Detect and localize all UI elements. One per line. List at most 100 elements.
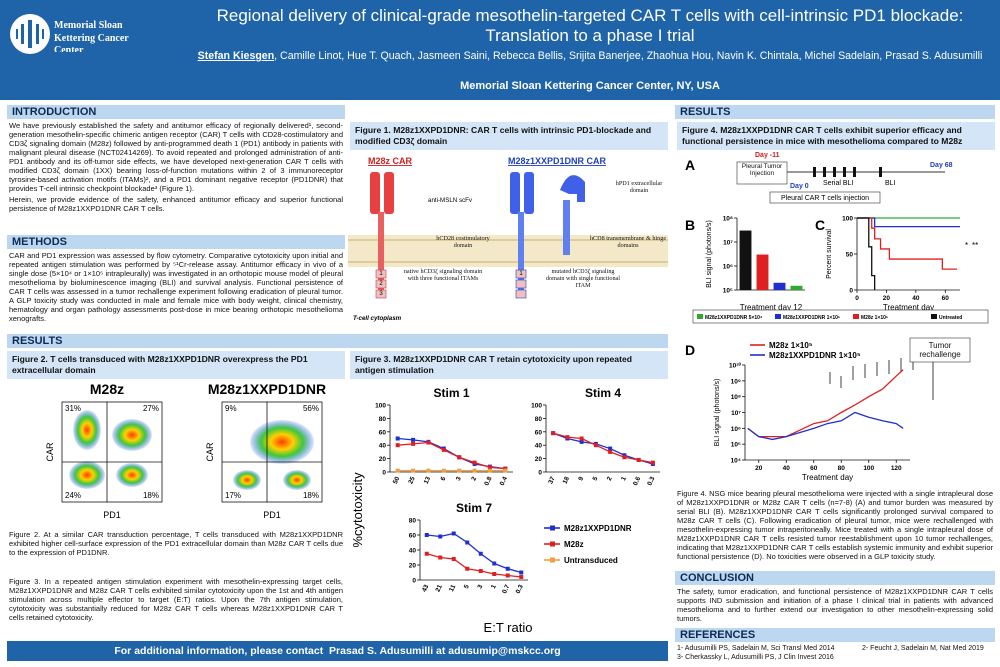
cell-cluster (112, 419, 152, 451)
panel-letter: B (685, 217, 695, 233)
point (505, 566, 510, 571)
y-tick-label: 100 (375, 403, 386, 410)
y-tick-label: 10⁸ (723, 216, 733, 223)
series-line (426, 553, 522, 578)
x-axis-label: Treatment day (802, 473, 853, 482)
timeline-label: Day 0 (790, 183, 809, 190)
y-tick-label: 60 (535, 429, 543, 436)
chart-title: Stim 1 (433, 386, 469, 400)
cell-cluster (73, 410, 101, 450)
figure-caption: Figure 3. In a repeated antigen stimulat… (9, 577, 343, 622)
y-tick-label: 0 (412, 578, 416, 585)
point (505, 573, 510, 578)
label: hCD8 transmembrane & hinge domains (589, 235, 667, 249)
x-tick-label: 40 (912, 295, 920, 302)
point (395, 436, 400, 441)
y-axis-label: Percent survival (826, 229, 833, 279)
point (593, 443, 598, 448)
legend-label: Untreated (939, 315, 962, 321)
point (608, 449, 613, 454)
y-tick-label: 20 (535, 456, 543, 463)
y-tick-label: 20 (379, 456, 387, 463)
point (438, 534, 443, 539)
x-tick-label: 21 (434, 583, 444, 593)
y-axis-label: %cytotoxicity (350, 472, 365, 548)
point (519, 570, 524, 575)
label: hCD28 costimulatory domain (436, 235, 490, 249)
y-tick-label: 40 (379, 443, 387, 450)
panel-title: M28z1XXPD1DNR (208, 381, 326, 397)
point (451, 557, 456, 561)
point (608, 446, 613, 451)
bar (756, 254, 769, 290)
annotation-text: Tumor rechallenge (919, 341, 961, 359)
point (503, 466, 508, 471)
legend-swatch (550, 525, 555, 531)
x-tick-label: 11 (448, 583, 457, 593)
bar (773, 282, 786, 290)
series-line (552, 432, 653, 464)
legend-swatch (550, 541, 555, 547)
point (426, 468, 431, 473)
point (424, 551, 429, 556)
quadrant-percent: 31% (65, 404, 81, 413)
point (441, 447, 446, 452)
x-tick-label: 3 (455, 475, 463, 482)
annotation: ** (972, 241, 978, 250)
y-tick-label: 10⁶ (731, 426, 741, 433)
y-tick-label: 100 (531, 403, 542, 410)
paragraph: We have previously established the safet… (9, 121, 343, 193)
point (472, 460, 477, 465)
y-tick-label: 0 (382, 470, 386, 477)
section-heading: RESULTS (675, 105, 995, 119)
y-tick-label: 80 (409, 518, 417, 525)
point (478, 569, 483, 573)
series-line (397, 441, 506, 470)
series-line (747, 369, 904, 438)
y-axis-label: BLI signal (photons/s) (706, 220, 713, 288)
itam: 2 (379, 281, 383, 287)
point (579, 436, 584, 441)
logo-text: Memorial Sloan Kettering Cancer Center (54, 20, 129, 52)
x-tick-label: 9 (577, 475, 585, 482)
point (565, 435, 570, 440)
x-tick-label: 3 (476, 583, 484, 590)
figure-title: Figure 2. T cells transduced with M28z1X… (7, 351, 345, 379)
x-tick-label: 0.3 (646, 475, 656, 486)
x-tick-label: 5 (463, 583, 471, 590)
y-tick-label: 100 (842, 216, 853, 223)
cell-cluster (283, 470, 311, 490)
institution: Memorial Sloan Kettering Cancer Center, … (460, 80, 720, 92)
legend-label: M28z1XXPD1DNR 1×10⁵ (769, 351, 861, 360)
point (411, 468, 416, 473)
legend-swatch (931, 314, 937, 319)
x-tick-label: 25 (407, 475, 417, 485)
x-tick-label: 1 (620, 475, 628, 482)
y-tick-label: 60 (379, 429, 387, 436)
annotation-box (909, 337, 971, 363)
quadrant-percent: 17% (225, 491, 241, 500)
x-tick-label: 0.6 (632, 475, 642, 486)
x-tick-label: 0.4 (499, 475, 509, 486)
itam: 3 (379, 291, 383, 297)
y-tick-label: 0 (849, 288, 853, 295)
quadrant-percent: 24% (65, 491, 81, 500)
x-tick-label: 50 (392, 475, 402, 485)
y-tick-label: 10⁷ (723, 240, 733, 247)
point (457, 468, 462, 473)
chart-title: Stim 4 (585, 386, 621, 400)
x-tick-label: 2 (470, 475, 478, 482)
car-name: M28z1XXPD1DNR CAR (508, 156, 607, 166)
point (487, 468, 492, 473)
author-list: , Camille Linot, Hue T. Quach, Jasmeen S… (274, 50, 983, 62)
title: Regional delivery of clinical-grade meso… (216, 6, 964, 46)
survival-curve (857, 217, 958, 270)
legend-swatch (550, 557, 555, 563)
header: Memorial Sloan Kettering Cancer Center R… (0, 0, 1000, 100)
label: hPD1 extracellular domain (615, 180, 663, 194)
point (451, 531, 456, 536)
point (472, 468, 477, 473)
label: anti-MSLN scFv (428, 197, 473, 204)
x-tick-label: 0.3 (515, 583, 525, 594)
